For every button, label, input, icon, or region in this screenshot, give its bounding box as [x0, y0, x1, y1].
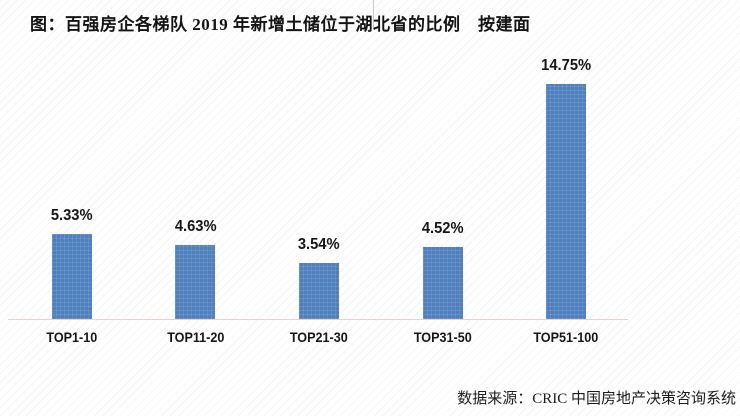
data-source-note: 数据来源：CRIC 中国房地产决策咨询系统 [457, 391, 736, 407]
bar-column: 3.54% [257, 40, 381, 319]
x-axis-tick-label: TOP31-50 [413, 329, 472, 345]
x-axis-line [8, 319, 628, 320]
bar [546, 84, 587, 319]
chart-title: 图：百强房企各梯队 2019 年新增土储位于湖北省的比例 按建面 [30, 15, 531, 34]
bar-column: 14.75% [504, 40, 628, 319]
text-cursor-artifact-line [373, 0, 374, 28]
bar [175, 245, 216, 319]
x-axis-tick-label: TOP11-20 [166, 329, 224, 345]
bar [422, 247, 463, 319]
x-axis-tick-label: TOP51-100 [533, 329, 599, 345]
bar-column: 4.63% [134, 40, 258, 319]
x-axis-tick-labels: TOP1-10 TOP11-20 TOP21-30 TOP31-50 TOP51-100 [10, 329, 628, 345]
bar-value-label: 4.52% [421, 220, 464, 237]
bar-column: 4.52% [381, 40, 505, 319]
bar-chart-plot-area: 5.33% 4.63% 3.54% 4.52% 14.75% [10, 40, 628, 319]
bar-value-label: 3.54% [298, 236, 340, 253]
bar-column: 5.33% [10, 40, 134, 319]
bar-value-label: 5.33% [50, 207, 93, 224]
bar-value-label: 4.63% [174, 218, 217, 235]
bar [298, 263, 339, 319]
bar-value-label: 14.75% [541, 57, 592, 74]
x-axis-tick-label: TOP21-30 [290, 329, 348, 345]
x-axis-tick-label: TOP1-10 [46, 329, 98, 345]
bar [51, 234, 92, 319]
